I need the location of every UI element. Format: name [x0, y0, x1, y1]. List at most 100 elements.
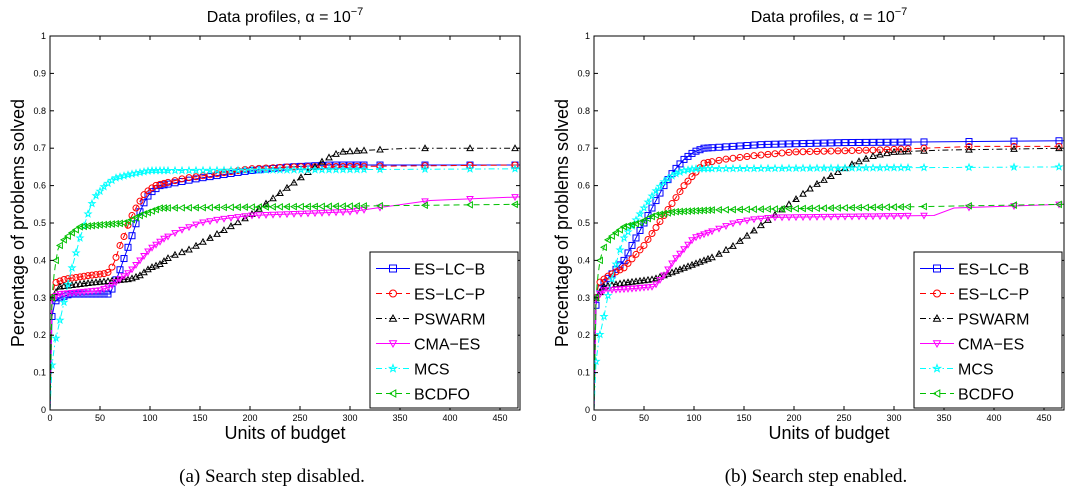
data-point — [700, 144, 708, 152]
data-point — [123, 217, 131, 226]
data-point — [241, 214, 249, 222]
data-point — [904, 147, 912, 155]
data-point — [882, 203, 890, 211]
data-point — [164, 233, 172, 241]
data-point — [616, 266, 624, 274]
data-point — [770, 163, 780, 173]
data-point — [632, 277, 640, 285]
data-point — [160, 179, 168, 187]
data-point — [128, 212, 136, 220]
data-point — [757, 221, 765, 229]
data-point — [282, 165, 292, 174]
data-point — [192, 173, 200, 181]
data-point — [643, 214, 651, 223]
data-point — [68, 290, 76, 297]
chart-b: Data profiles, α = 10−7 0 50 100 150 200 250 30… — [552, 6, 1065, 443]
data-point — [178, 175, 186, 183]
data-point — [721, 163, 731, 173]
data-point — [80, 279, 88, 287]
data-point — [785, 140, 793, 148]
data-point — [213, 172, 221, 180]
data-point — [331, 164, 341, 174]
data-point — [820, 175, 828, 183]
data-point — [628, 285, 636, 293]
y-tick-label: 1 — [41, 31, 46, 41]
data-point — [184, 165, 194, 175]
data-point — [750, 226, 758, 234]
data-point — [632, 250, 640, 258]
data-point — [820, 139, 828, 147]
data-point — [756, 205, 764, 214]
data-point — [736, 153, 744, 161]
data-point — [100, 285, 108, 293]
x-tick-label: 50 — [639, 413, 649, 423]
data-point — [192, 241, 200, 249]
data-point — [599, 311, 609, 321]
data-point — [116, 266, 124, 274]
legend: ES−LC−B ES−LC−P PSWARM CMA−ES MCS BCDFO — [369, 251, 519, 409]
x-tick-label: 400 — [442, 413, 457, 423]
data-point — [688, 173, 696, 181]
data-point — [919, 202, 927, 211]
data-point — [136, 197, 144, 205]
data-point — [185, 245, 193, 253]
data-point — [72, 273, 80, 281]
data-point — [827, 139, 835, 147]
data-point — [648, 229, 656, 237]
data-point — [763, 163, 773, 173]
data-point — [233, 165, 243, 175]
data-point — [51, 333, 61, 343]
data-point — [88, 288, 96, 296]
legend-label-0: ES−LC−B — [958, 262, 1029, 279]
data-point — [136, 257, 144, 265]
legend-label-4: MCS — [958, 362, 994, 379]
data-point — [889, 162, 899, 172]
data-point — [127, 215, 135, 224]
data-point — [151, 205, 159, 214]
legend: ES−LC−B ES−LC−P PSWARM CMA−ES MCS BCDFO — [913, 251, 1063, 409]
y-tick-label: 0.2 — [577, 330, 590, 340]
data-point — [234, 218, 242, 226]
data-point — [255, 204, 263, 212]
legend-marker-0 — [933, 264, 941, 273]
data-point — [324, 164, 334, 174]
data-point — [616, 279, 624, 287]
data-point — [722, 245, 730, 253]
legend-label-0: ES−LC−B — [414, 262, 485, 279]
data-point — [338, 164, 348, 174]
data-point — [692, 234, 700, 242]
data-point — [692, 147, 700, 155]
data-point — [707, 163, 717, 173]
data-point — [715, 225, 723, 233]
data-point — [819, 204, 827, 212]
data-point — [813, 147, 821, 155]
legend-marker-2 — [932, 313, 942, 322]
data-point — [339, 147, 347, 155]
data-point — [813, 179, 821, 187]
data-point — [848, 147, 856, 155]
data-point — [680, 182, 688, 190]
data-point — [1009, 162, 1019, 172]
data-point — [729, 142, 737, 150]
data-point — [92, 271, 100, 279]
legend-label-1: ES−LC−P — [958, 287, 1029, 304]
data-point — [656, 276, 664, 284]
y-tick-label: 0.1 — [577, 368, 590, 378]
data-point — [170, 204, 178, 212]
data-point — [206, 173, 214, 181]
data-point — [875, 203, 883, 212]
data-point — [792, 214, 800, 222]
data-point — [707, 206, 715, 214]
data-point — [664, 266, 672, 274]
data-point — [95, 186, 105, 196]
legend-label-2: PSWARM — [958, 312, 1029, 329]
data-point — [644, 235, 652, 243]
data-point — [806, 214, 814, 221]
x-tick-label: 400 — [986, 413, 1001, 423]
data-point — [722, 223, 730, 231]
data-point — [604, 287, 612, 295]
data-point — [889, 203, 897, 211]
data-point — [735, 205, 743, 214]
data-point — [680, 246, 688, 254]
data-point — [897, 145, 905, 153]
